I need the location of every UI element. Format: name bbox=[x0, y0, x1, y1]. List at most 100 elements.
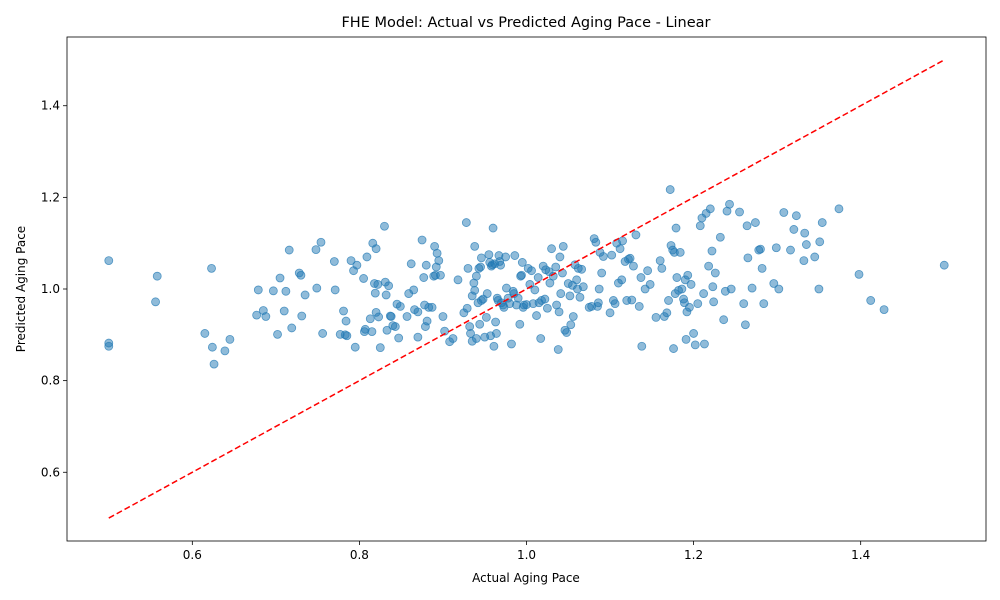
data-point bbox=[532, 311, 541, 320]
data-point bbox=[279, 306, 289, 316]
data-point bbox=[708, 282, 718, 292]
data-point bbox=[705, 204, 715, 214]
data-point bbox=[565, 291, 575, 301]
data-point bbox=[879, 305, 889, 315]
data-point bbox=[681, 334, 691, 344]
data-point bbox=[517, 270, 526, 280]
data-point bbox=[686, 280, 696, 289]
data-point bbox=[631, 230, 641, 240]
data-point bbox=[427, 302, 437, 312]
data-point bbox=[434, 256, 444, 265]
y-tick-label: 0.8 bbox=[41, 374, 60, 388]
data-point bbox=[939, 260, 949, 270]
data-point bbox=[568, 312, 578, 321]
data-point bbox=[371, 244, 381, 254]
data-point bbox=[402, 312, 412, 321]
data-point bbox=[556, 289, 566, 298]
y-axis-label: Predicted Aging Pace bbox=[14, 226, 28, 352]
data-point bbox=[481, 313, 491, 322]
data-point bbox=[669, 344, 678, 353]
data-point bbox=[513, 293, 523, 303]
data-point bbox=[462, 303, 472, 313]
data-point bbox=[510, 251, 520, 260]
data-point bbox=[471, 271, 481, 281]
data-point bbox=[517, 258, 527, 267]
data-point bbox=[281, 286, 291, 296]
data-point bbox=[413, 307, 423, 317]
data-point bbox=[834, 204, 844, 214]
scatter-points bbox=[104, 185, 949, 369]
data-point bbox=[104, 256, 114, 265]
data-point bbox=[273, 329, 282, 339]
data-point bbox=[461, 218, 471, 227]
data-point bbox=[365, 314, 375, 324]
y-tick-label: 1.4 bbox=[41, 99, 60, 113]
data-point bbox=[492, 329, 501, 338]
data-point bbox=[318, 329, 328, 338]
data-point bbox=[252, 310, 262, 320]
data-point bbox=[390, 322, 400, 331]
plot-frame bbox=[66, 36, 987, 542]
y-axis-ticks: 0.6 0.8 1.0 1.2 1.4 bbox=[41, 99, 67, 479]
data-point bbox=[769, 279, 779, 288]
data-point bbox=[342, 331, 352, 341]
chart-title: FHE Model: Actual vs Predicted Aging Pac… bbox=[341, 15, 710, 31]
data-point bbox=[384, 281, 394, 291]
data-point bbox=[709, 297, 719, 307]
data-point bbox=[362, 252, 372, 262]
data-point bbox=[629, 261, 638, 271]
data-point bbox=[751, 218, 760, 227]
data-point bbox=[484, 250, 494, 260]
x-tick-label: 1.0 bbox=[517, 548, 536, 562]
data-point bbox=[287, 323, 297, 333]
data-point bbox=[562, 328, 572, 337]
data-point bbox=[719, 315, 729, 325]
data-point bbox=[742, 221, 752, 231]
data-point bbox=[438, 312, 448, 321]
data-point bbox=[593, 298, 603, 308]
y-tick-label: 1.2 bbox=[41, 190, 60, 204]
data-point bbox=[671, 223, 681, 233]
data-point bbox=[470, 241, 480, 251]
data-point bbox=[690, 340, 700, 350]
data-point bbox=[740, 320, 750, 330]
data-point bbox=[515, 319, 525, 329]
data-point bbox=[637, 341, 647, 351]
data-point bbox=[476, 253, 486, 263]
data-point bbox=[558, 241, 568, 251]
data-point bbox=[373, 280, 383, 289]
x-axis-label: Actual Aging Pace bbox=[472, 571, 580, 585]
data-point bbox=[710, 268, 720, 278]
data-point bbox=[699, 289, 709, 298]
x-tick-label: 1.2 bbox=[684, 548, 703, 562]
data-point bbox=[566, 320, 576, 330]
data-point bbox=[542, 303, 552, 313]
data-point bbox=[677, 284, 687, 294]
data-point bbox=[791, 211, 801, 221]
data-point bbox=[854, 269, 864, 279]
data-point bbox=[261, 312, 271, 321]
data-point bbox=[367, 327, 377, 337]
data-point bbox=[436, 270, 445, 280]
x-tick-label: 0.8 bbox=[350, 548, 369, 562]
data-point bbox=[756, 244, 765, 254]
data-point bbox=[409, 285, 419, 295]
data-point bbox=[374, 312, 384, 322]
data-point bbox=[572, 275, 582, 285]
data-point bbox=[207, 342, 217, 352]
data-point bbox=[482, 289, 492, 298]
data-point bbox=[350, 342, 360, 352]
data-point bbox=[651, 313, 661, 322]
data-point bbox=[533, 273, 543, 282]
x-tick-label: 0.6 bbox=[183, 548, 202, 562]
data-point bbox=[370, 288, 380, 298]
data-point bbox=[597, 268, 607, 278]
x-axis-ticks: 0.6 0.8 1.0 1.2 1.4 bbox=[183, 541, 870, 562]
data-point bbox=[207, 263, 216, 273]
data-point bbox=[645, 280, 655, 289]
data-point bbox=[419, 273, 429, 282]
data-point bbox=[421, 260, 431, 270]
data-point bbox=[715, 232, 725, 242]
data-point bbox=[413, 332, 423, 342]
